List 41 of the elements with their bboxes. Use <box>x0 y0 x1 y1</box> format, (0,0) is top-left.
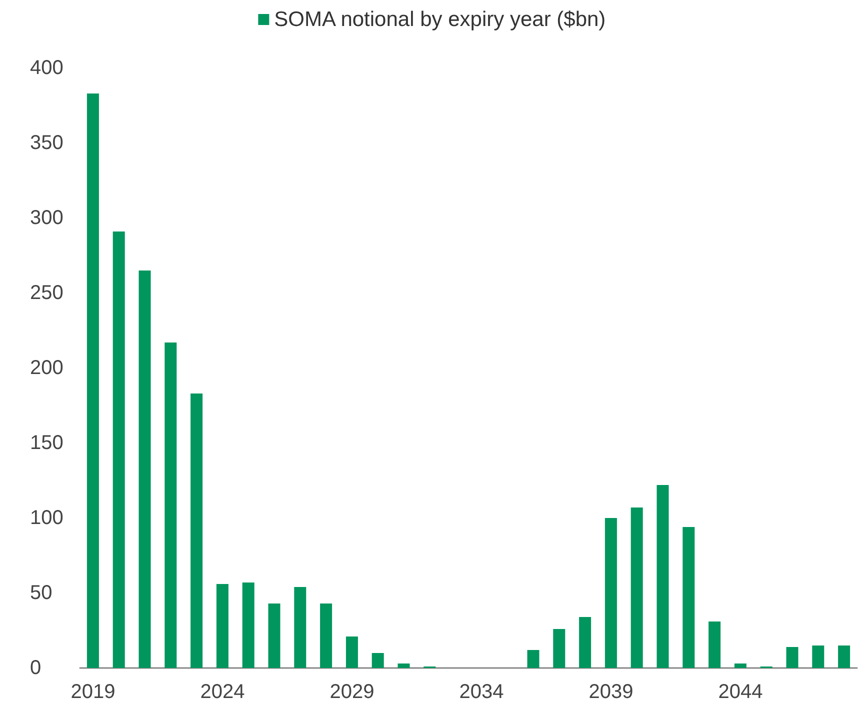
bar <box>320 604 332 668</box>
x-tick-label: 2039 <box>588 681 634 703</box>
y-tick-label: 50 <box>30 582 52 604</box>
y-tick-label: 400 <box>30 57 64 79</box>
bar <box>734 664 746 668</box>
bar <box>398 664 410 668</box>
bar <box>164 342 177 668</box>
y-tick-label: 150 <box>30 432 64 454</box>
bar <box>346 636 358 668</box>
bar <box>294 587 306 668</box>
y-tick-label: 300 <box>30 207 64 229</box>
x-tick-label: 2029 <box>330 681 374 703</box>
y-tick-label: 350 <box>30 132 64 154</box>
bar <box>708 622 721 668</box>
bar <box>579 617 592 668</box>
bar <box>553 629 566 668</box>
y-tick-label: 200 <box>30 357 64 379</box>
bar <box>812 646 824 668</box>
legend-label: SOMA notional by expiry year ($bn) <box>274 8 606 31</box>
bar <box>372 653 384 668</box>
y-tick-label: 0 <box>30 657 42 679</box>
bar <box>604 518 617 668</box>
bar <box>786 647 798 668</box>
bar <box>630 508 643 668</box>
bar <box>527 650 540 668</box>
bar <box>216 584 228 668</box>
x-tick-label: 2019 <box>70 681 116 703</box>
bar <box>242 582 254 668</box>
bar <box>86 94 99 668</box>
y-tick-label: 250 <box>30 282 64 304</box>
bar <box>112 232 125 668</box>
x-tick-label: 2024 <box>200 681 245 703</box>
bar <box>190 394 203 668</box>
y-tick-label: 100 <box>30 507 64 529</box>
bar <box>138 270 151 668</box>
x-tick-label: 2044 <box>718 681 763 703</box>
bar <box>656 485 669 668</box>
bar <box>682 527 695 668</box>
bar <box>268 604 280 668</box>
bar <box>838 646 850 668</box>
x-tick-label: 2034 <box>459 681 504 703</box>
